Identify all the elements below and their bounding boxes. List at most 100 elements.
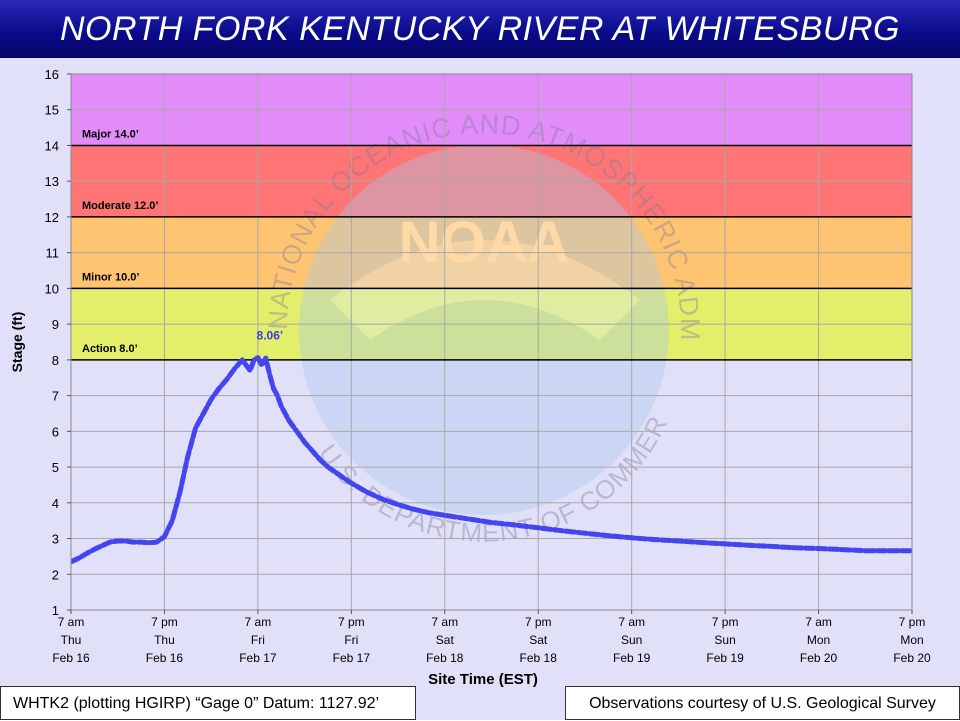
data-point — [444, 514, 446, 516]
x-tick-label: Sun — [714, 633, 735, 647]
data-point — [93, 548, 95, 550]
x-tick-label: 7 am — [245, 615, 272, 629]
data-point — [335, 471, 337, 473]
data-point — [202, 412, 204, 414]
data-point — [631, 537, 633, 539]
x-tick-label: 7 am — [431, 615, 458, 629]
y-tick-label: 1 — [52, 603, 59, 618]
data-point — [241, 359, 243, 361]
title-bar: NORTH FORK KENTUCKY RIVER AT WHITESBURG — [0, 0, 960, 60]
data-point — [269, 373, 271, 375]
data-point — [319, 459, 321, 461]
datum-info-box: WHTK2 (plotting HGIRP) “Gage 0” Datum: 1… — [0, 686, 416, 720]
x-tick-label: 7 am — [618, 615, 645, 629]
x-tick-label: 7 pm — [338, 615, 365, 629]
data-point — [677, 540, 679, 542]
x-tick-label: Feb 18 — [520, 651, 558, 665]
data-point — [109, 541, 111, 543]
y-tick-label: 10 — [45, 281, 59, 296]
data-point — [261, 364, 263, 366]
threshold-label-moderate: Moderate 12.0’ — [82, 200, 158, 212]
data-point — [304, 441, 306, 443]
data-point — [156, 541, 158, 543]
y-tick-label: 5 — [52, 460, 59, 475]
threshold-label-action: Action 8.0’ — [82, 343, 138, 355]
data-point — [397, 504, 399, 506]
data-point — [296, 430, 298, 432]
noaa-logo-circle — [299, 145, 669, 515]
data-point — [607, 535, 609, 537]
data-point — [187, 455, 189, 457]
data-point — [86, 553, 88, 555]
x-tick-label: Feb 18 — [426, 651, 464, 665]
data-point — [288, 420, 290, 422]
data-point — [171, 520, 173, 522]
data-point — [125, 540, 127, 542]
y-tick-label: 9 — [52, 317, 59, 332]
x-tick-label: Thu — [154, 633, 175, 647]
data-point — [78, 557, 80, 559]
x-tick-label: Feb 20 — [800, 651, 838, 665]
x-tick-label: Fri — [251, 633, 265, 647]
noaa-bird-shape — [330, 240, 640, 340]
data-point — [428, 512, 430, 514]
data-point — [794, 547, 796, 549]
credit-box: Observations courtesy of U.S. Geological… — [565, 686, 960, 720]
data-point — [467, 518, 469, 520]
data-point — [163, 536, 165, 538]
y-tick-label: 3 — [52, 532, 59, 547]
y-tick-label: 14 — [45, 138, 59, 153]
data-point — [514, 524, 516, 526]
data-point — [101, 545, 103, 547]
data-point — [491, 521, 492, 523]
data-point — [864, 550, 866, 552]
x-tick-label: Feb 19 — [613, 651, 651, 665]
x-tick-label: 7 pm — [525, 615, 552, 629]
data-point — [280, 405, 282, 407]
data-point — [249, 370, 251, 372]
data-point — [841, 549, 843, 551]
data-point — [210, 398, 212, 400]
y-tick-label: 4 — [52, 496, 59, 511]
x-tick-label: Mon — [807, 633, 830, 647]
data-point — [253, 359, 255, 361]
y-tick-label: 15 — [45, 103, 59, 118]
data-point — [350, 482, 352, 484]
y-axis-label: Stage (ft) — [9, 312, 25, 373]
data-point — [265, 357, 267, 359]
y-tick-label: 6 — [52, 424, 59, 439]
data-point — [226, 379, 228, 381]
x-axis-label: Site Time (EST) — [428, 671, 538, 688]
watermark-logo-text: NOAA — [399, 210, 570, 275]
data-point — [343, 477, 345, 479]
data-point — [701, 541, 703, 543]
data-point — [195, 427, 197, 429]
x-tick-label: Feb 17 — [333, 651, 371, 665]
x-tick-label: Feb 16 — [52, 651, 90, 665]
x-tick-label: Feb 20 — [893, 651, 931, 665]
data-point — [218, 387, 220, 389]
data-point — [771, 545, 773, 547]
data-point — [327, 466, 329, 468]
x-tick-label: Sat — [436, 633, 455, 647]
threshold-label-minor: Minor 10.0’ — [82, 271, 139, 283]
credit-text: Observations courtesy of U.S. Geological… — [589, 695, 936, 712]
data-point — [257, 357, 259, 359]
y-tick-label: 7 — [52, 389, 59, 404]
data-point — [381, 498, 383, 500]
data-point — [117, 540, 119, 542]
x-tick-label: Sat — [529, 633, 548, 647]
x-tick-label: Fri — [344, 633, 358, 647]
x-tick-label: Mon — [900, 633, 923, 647]
data-point — [724, 543, 726, 545]
x-tick-label: 7 am — [58, 615, 85, 629]
y-tick-label: 2 — [52, 567, 59, 582]
x-tick-label: 7 pm — [712, 615, 739, 629]
data-point — [179, 491, 181, 493]
threshold-label-major: Major 14.0’ — [82, 128, 139, 140]
x-tick-label: Sun — [621, 633, 642, 647]
data-point — [584, 532, 586, 534]
data-point — [234, 368, 236, 370]
data-point — [818, 548, 820, 550]
